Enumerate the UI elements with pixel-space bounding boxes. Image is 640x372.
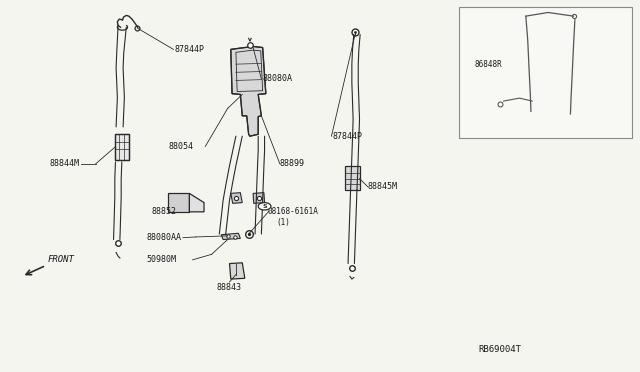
Text: 86848R: 86848R (479, 93, 507, 102)
Text: 87844P: 87844P (175, 45, 205, 54)
Polygon shape (231, 46, 266, 136)
Polygon shape (230, 263, 245, 279)
Text: 88843: 88843 (217, 283, 242, 292)
Text: FRONT: FRONT (48, 255, 75, 264)
Text: 88054: 88054 (169, 142, 194, 151)
Text: S: S (262, 204, 267, 209)
Text: 88080A: 88080A (262, 74, 292, 83)
Text: 88852: 88852 (152, 207, 177, 217)
Text: 86848R: 86848R (475, 60, 502, 69)
Polygon shape (115, 134, 129, 160)
Bar (459, 7, 632, 138)
Text: 88899: 88899 (280, 159, 305, 169)
Text: 50980M: 50980M (147, 255, 177, 264)
Polygon shape (168, 193, 189, 212)
Polygon shape (189, 193, 204, 212)
Polygon shape (221, 233, 241, 240)
Text: 88845M: 88845M (368, 182, 398, 191)
Polygon shape (346, 166, 360, 190)
Polygon shape (253, 193, 264, 203)
Text: 87844P: 87844P (333, 132, 363, 141)
Circle shape (258, 203, 271, 210)
Text: (1): (1) (276, 218, 291, 227)
Text: 88844M: 88844M (49, 159, 79, 169)
Polygon shape (231, 193, 243, 203)
Text: 88080AA: 88080AA (147, 233, 182, 242)
Text: RB69004T: RB69004T (478, 345, 521, 354)
Text: 08168-6161A: 08168-6161A (268, 206, 319, 216)
